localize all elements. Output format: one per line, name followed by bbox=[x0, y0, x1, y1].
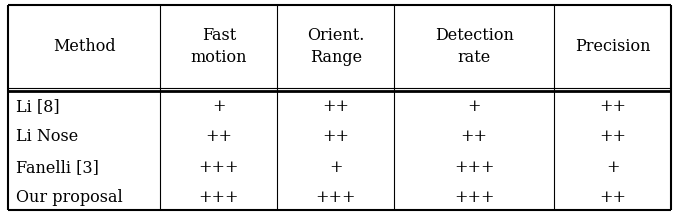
Text: +: + bbox=[606, 159, 619, 176]
Text: +++: +++ bbox=[199, 159, 239, 176]
Text: ++: ++ bbox=[323, 98, 350, 115]
Text: Orient.
Range: Orient. Range bbox=[308, 27, 365, 66]
Text: +: + bbox=[467, 98, 481, 115]
Text: Li Nose: Li Nose bbox=[16, 128, 78, 145]
Text: Detection
rate: Detection rate bbox=[435, 27, 514, 66]
Text: +: + bbox=[213, 98, 225, 115]
Text: Fanelli [3]: Fanelli [3] bbox=[16, 159, 99, 176]
Text: +: + bbox=[329, 159, 343, 176]
Text: ++: ++ bbox=[461, 128, 488, 145]
Text: +++: +++ bbox=[199, 189, 239, 206]
Text: Fast
motion: Fast motion bbox=[191, 27, 247, 66]
Text: ++: ++ bbox=[599, 189, 626, 206]
Text: ++: ++ bbox=[599, 128, 626, 145]
Text: +++: +++ bbox=[454, 189, 494, 206]
Text: +++: +++ bbox=[454, 159, 494, 176]
Text: Li [8]: Li [8] bbox=[16, 98, 60, 115]
Text: ++: ++ bbox=[206, 128, 232, 145]
Text: Precision: Precision bbox=[574, 38, 650, 55]
Text: Our proposal: Our proposal bbox=[16, 189, 123, 206]
Text: Method: Method bbox=[53, 38, 115, 55]
Text: ++: ++ bbox=[599, 98, 626, 115]
Text: ++: ++ bbox=[323, 128, 350, 145]
Text: +++: +++ bbox=[316, 189, 356, 206]
